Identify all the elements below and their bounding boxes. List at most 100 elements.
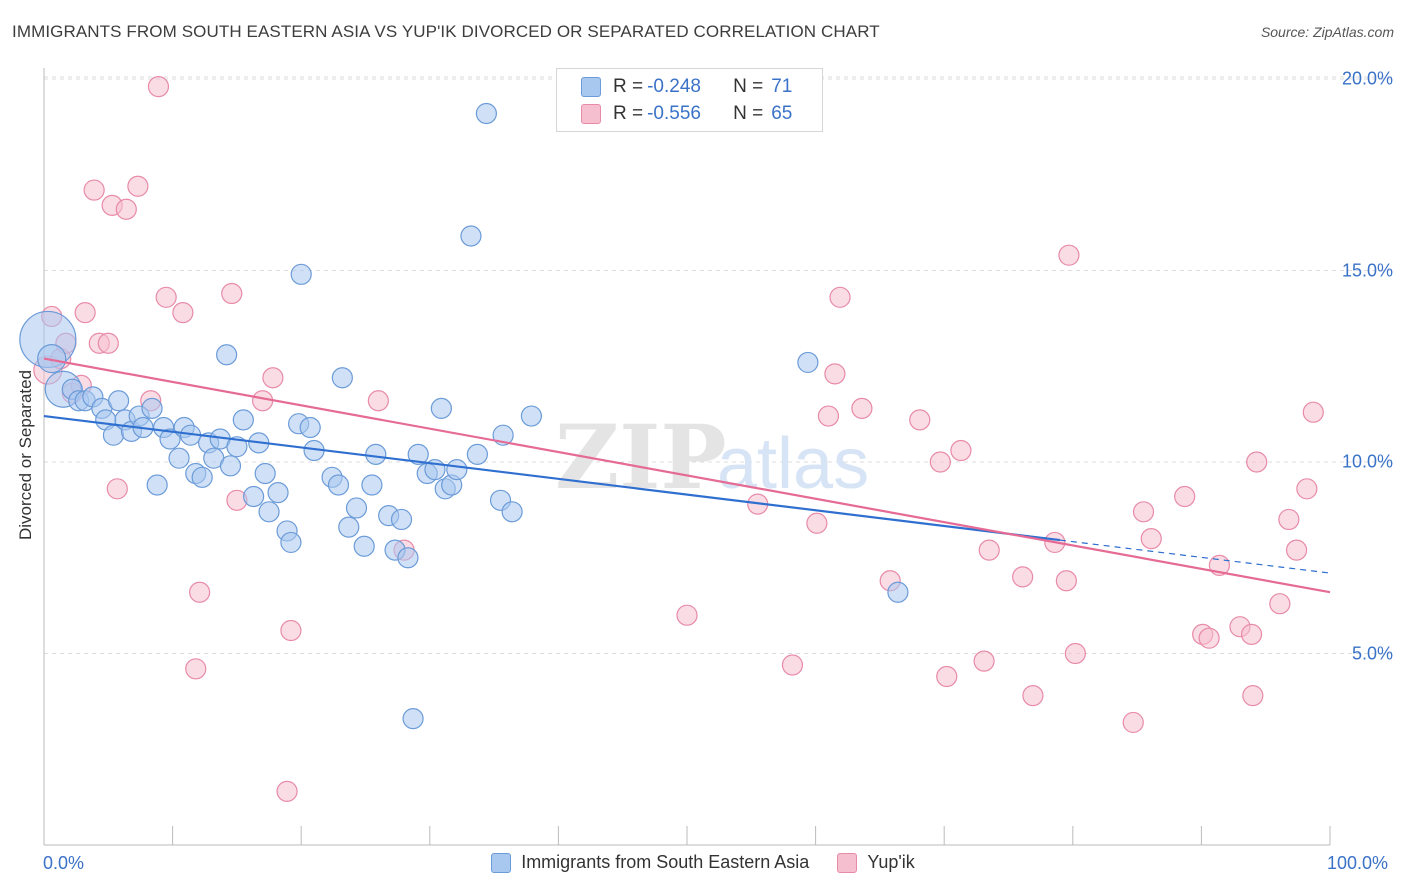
- yupik-point: [280, 619, 302, 642]
- legend-n-label: N =: [733, 103, 764, 124]
- sea-point: [168, 447, 190, 469]
- sea-point: [146, 474, 168, 496]
- yupik-point: [978, 539, 1000, 561]
- sea-point: [327, 474, 350, 496]
- yupik-point: [1285, 539, 1308, 561]
- axes: [43, 68, 1331, 846]
- y-tick-label: 20.0%: [1341, 68, 1393, 89]
- yupik-point: [1269, 593, 1291, 615]
- sea-point: [397, 547, 419, 569]
- yupik-point: [1055, 570, 1077, 592]
- yupik-point: [950, 439, 972, 462]
- sea-point: [243, 485, 265, 508]
- yupik-point: [851, 397, 873, 419]
- y-tick-label: 15.0%: [1341, 260, 1393, 280]
- yupik-point: [1242, 685, 1264, 707]
- legend-n-value: 71: [771, 76, 793, 97]
- legend-label-sea: Immigrants from South Eastern Asia: [521, 852, 810, 872]
- sea-trend-line: [43, 414, 1061, 542]
- sea-point: [361, 474, 383, 496]
- sea-point: [258, 501, 280, 523]
- yupik-point: [106, 478, 128, 500]
- legend-swatch-sea: [581, 77, 601, 97]
- legend-item-yupik[interactable]: Yup'ik: [837, 852, 915, 873]
- yupik-point: [1122, 711, 1144, 734]
- sea-point: [390, 508, 413, 531]
- sea-point: [402, 708, 424, 730]
- yupik-point: [824, 363, 846, 385]
- yupik-point: [97, 332, 119, 354]
- sea-trend-line-extension: [1059, 539, 1331, 574]
- legend-row-sea: R = -0.248 N = 71: [581, 75, 792, 99]
- yupik-point: [1058, 244, 1080, 266]
- sea-point: [353, 535, 375, 557]
- sea-point: [226, 436, 248, 458]
- sea-point: [216, 344, 238, 366]
- sea-point: [446, 459, 468, 481]
- watermark-atlas: atlas: [717, 424, 869, 504]
- yupik-point: [155, 286, 177, 308]
- yupik-point: [185, 658, 207, 680]
- sea-point: [107, 390, 130, 412]
- yupik-point: [929, 451, 951, 473]
- yupik-point: [189, 581, 211, 603]
- yupik-point: [1198, 627, 1220, 649]
- sea-point: [466, 443, 488, 465]
- legend-row-yupik: R = -0.556 N = 65: [581, 102, 792, 126]
- yupik-point: [1302, 401, 1324, 423]
- yupik-point: [115, 198, 137, 220]
- trend-lines: [43, 357, 1331, 594]
- yupik-point: [1278, 508, 1300, 531]
- legend-swatch-sea: [491, 852, 512, 873]
- sea-point: [345, 497, 368, 519]
- yupik-point: [83, 179, 105, 201]
- sea-point: [267, 482, 289, 504]
- yupik-point: [806, 512, 828, 534]
- sea-point: [520, 405, 542, 427]
- x-tick-label-max: 100.0%: [1327, 853, 1389, 873]
- yupik-point: [252, 390, 274, 412]
- yupik-point: [829, 286, 851, 308]
- sea-point: [887, 581, 909, 603]
- sea-point: [299, 416, 321, 439]
- legend-item-sea[interactable]: Immigrants from South Eastern Asia: [491, 852, 809, 873]
- sea-point: [331, 367, 353, 389]
- x-tick-label-min: 0.0%: [43, 853, 85, 873]
- source-credit: Source: ZipAtlas.com: [1260, 24, 1394, 40]
- yupik-point: [973, 650, 995, 672]
- yupik-point: [1240, 623, 1263, 645]
- sea-point: [280, 531, 302, 554]
- yupik-trend-line: [43, 357, 1331, 594]
- sea-point: [141, 397, 163, 419]
- sea-point: [407, 443, 429, 465]
- series-legend: Immigrants from South Eastern Asia Yup'i…: [0, 852, 1406, 873]
- yupik-point: [262, 367, 284, 389]
- correlation-legend: R = -0.248 N = 71 R = -0.556 N = 65: [556, 68, 823, 132]
- sea-point: [460, 225, 482, 247]
- sea-point: [365, 443, 387, 465]
- yupik-point: [781, 654, 804, 676]
- yupik-point: [1022, 685, 1044, 707]
- sea-point: [475, 102, 497, 125]
- yupik-point: [367, 390, 389, 412]
- yupik-point: [127, 175, 149, 197]
- yupik-point: [1174, 485, 1196, 508]
- sea-point: [290, 263, 312, 285]
- yupik-point: [1296, 478, 1318, 500]
- sea-point: [501, 501, 523, 523]
- sea-point: [430, 397, 452, 419]
- yupik-point: [1132, 501, 1155, 523]
- yupik-point: [1246, 451, 1268, 473]
- sea-point: [254, 462, 276, 485]
- legend-swatch-yupik: [837, 852, 858, 873]
- yupik-point: [1064, 642, 1086, 665]
- sea-point: [338, 516, 360, 538]
- sea-point: [232, 409, 254, 431]
- yupik-point: [147, 76, 170, 98]
- yupik-point: [676, 604, 698, 626]
- yupik-point: [817, 405, 840, 427]
- legend-swatch-yupik: [581, 104, 601, 124]
- legend-label-yupik: Yup'ik: [867, 852, 915, 872]
- yupik-point: [172, 302, 194, 324]
